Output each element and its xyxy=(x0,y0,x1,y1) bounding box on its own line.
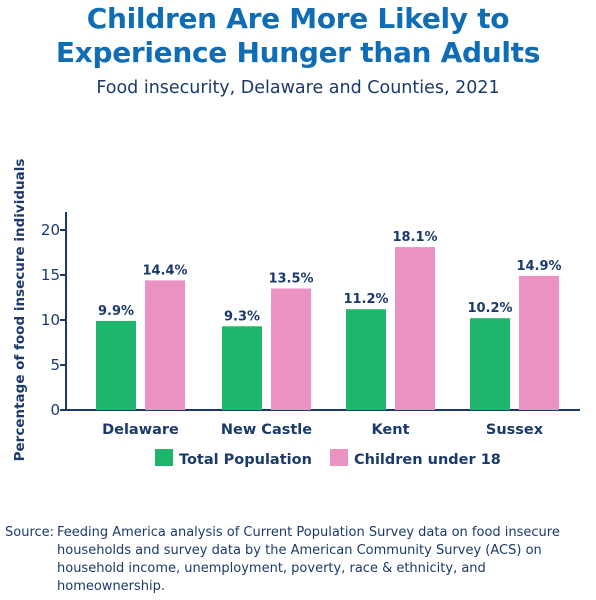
bar-children-under-18 xyxy=(271,288,311,410)
bar-chart: 0 5 10 15 20 Percentage of food insecure indi… xyxy=(12,159,580,468)
x-category-label: New Castle xyxy=(221,422,312,438)
bar-children-under-18 xyxy=(519,275,559,410)
data-label: 13.5% xyxy=(268,272,313,287)
chart-subtitle: Food insecurity, Delaware and Counties, … xyxy=(96,78,500,98)
x-category-label: Kent xyxy=(371,422,409,438)
y-tick-label: 5 xyxy=(50,356,60,374)
source-text: Feeding America analysis of Current Popu… xyxy=(57,525,560,594)
y-tick-label: 20 xyxy=(41,221,60,239)
y-tick-label: 15 xyxy=(41,266,60,284)
title-line-2: Experience Hunger than Adults xyxy=(55,36,541,69)
y-tick-label: 10 xyxy=(41,311,60,329)
bar-total-population xyxy=(96,320,136,410)
bar-children-under-18 xyxy=(145,280,185,410)
legend-label: Children under 18 xyxy=(354,452,501,468)
y-tick-label: 0 xyxy=(50,401,60,419)
y-axis-title: Percentage of food insecure individuals xyxy=(12,159,28,462)
data-label: 9.3% xyxy=(224,309,260,324)
bar-total-population xyxy=(470,318,510,410)
legend-label: Total Population xyxy=(179,452,312,468)
bar-total-population xyxy=(222,326,262,410)
source-note: Source: Feeding America analysis of Curr… xyxy=(5,524,591,596)
source-label: Source: xyxy=(5,525,55,540)
bar-children-under-18 xyxy=(395,247,435,410)
x-category-label: Sussex xyxy=(486,422,544,438)
data-label: 18.1% xyxy=(392,230,437,245)
title-line-1: Children Are More Likely to xyxy=(86,2,510,35)
legend-swatch-children-under-18 xyxy=(330,449,348,466)
data-label: 10.2% xyxy=(467,301,512,316)
chart-title: Children Are More Likely to Experience H… xyxy=(0,2,596,70)
data-label: 9.9% xyxy=(98,304,134,319)
legend-swatch-total-population xyxy=(155,449,173,466)
data-label: 11.2% xyxy=(343,292,388,307)
bar-total-population xyxy=(346,309,386,410)
data-label: 14.4% xyxy=(142,263,187,278)
data-label: 14.9% xyxy=(516,259,561,274)
x-category-label: Delaware xyxy=(102,422,179,438)
